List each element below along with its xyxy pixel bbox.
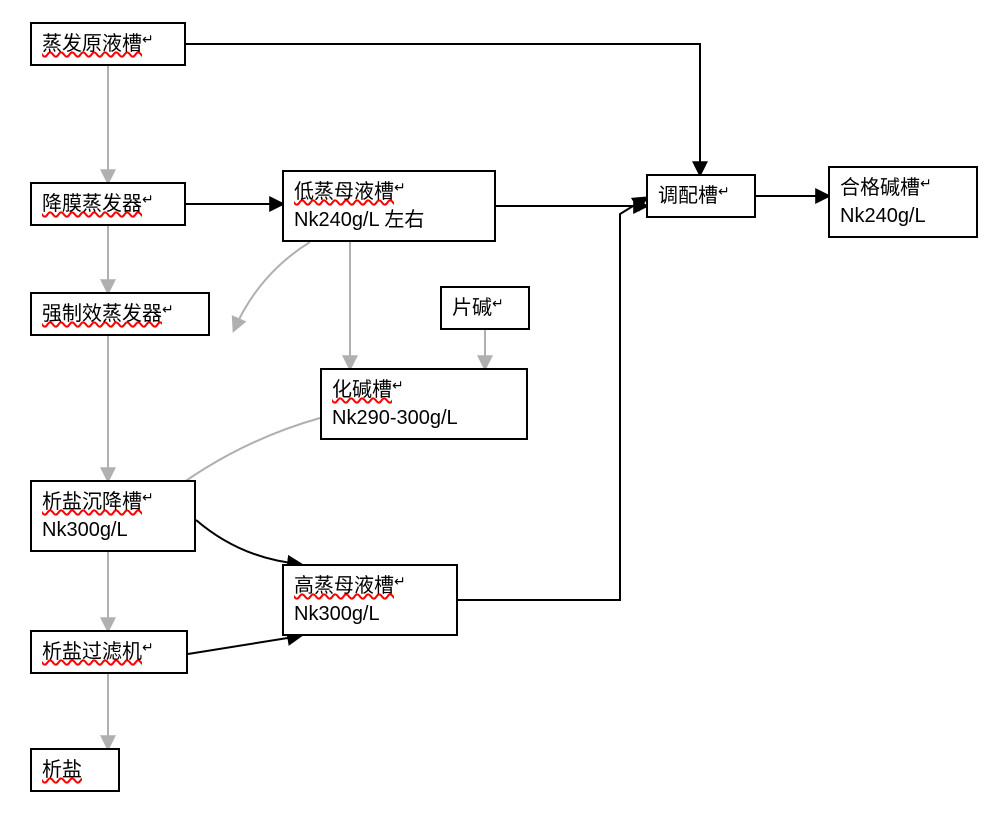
node-salt-filter: 析盐过滤机↵ (30, 630, 188, 674)
node-low-steam-mother-tank: 低蒸母液槽↵Nk240g/L 左右 (282, 170, 496, 242)
node-flake-caustic: 片碱↵ (440, 286, 530, 330)
node-qualified-caustic-tank: 合格碱槽↵Nk240g/L (828, 166, 978, 238)
node-salt-out: 析盐 (30, 748, 120, 792)
node-salt-settle-tank: 析盐沉降槽↵Nk300g/L (30, 480, 196, 552)
node-mixing-tank: 调配槽↵ (646, 174, 756, 218)
node-falling-film-evaporator: 降膜蒸发器↵ (30, 182, 186, 226)
node-forced-evaporator: 强制效蒸发器↵ (30, 292, 210, 336)
node-caustic-dissolve-tank: 化碱槽↵Nk290-300g/L (320, 368, 528, 440)
node-evaporation-raw-tank: 蒸发原液槽↵ (30, 22, 186, 66)
node-high-steam-mother-tank: 高蒸母液槽↵Nk300g/L (282, 564, 458, 636)
